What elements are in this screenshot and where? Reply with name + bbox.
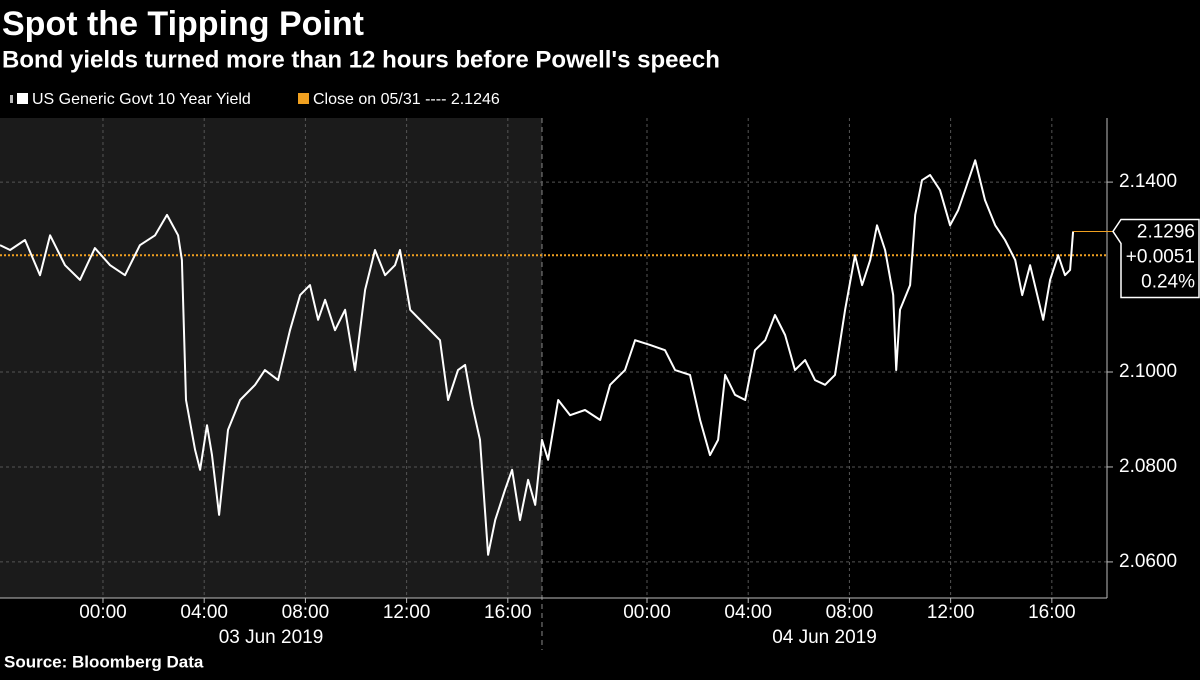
x-tick-label: 04:00 (724, 602, 772, 623)
chart-title: Spot the Tipping Point (2, 5, 364, 43)
x-tick-label: 04:00 (180, 602, 228, 623)
source: Source: Bloomberg Data (4, 652, 204, 671)
y-tick-label: 2.0800 (1119, 456, 1177, 477)
x-tick-label: 16:00 (484, 602, 532, 623)
x-group-label: 04 Jun 2019 (772, 627, 877, 648)
session-shade (0, 118, 542, 598)
legend-swatch (298, 93, 309, 104)
legend: US Generic Govt 10 Year Yield Close on 0… (10, 91, 500, 108)
y-tick-label: 2.0600 (1119, 551, 1177, 572)
x-group-label: 03 Jun 2019 (219, 627, 324, 648)
y-tick-label: 2.1000 (1119, 361, 1177, 382)
y-tick-label: 2.1400 (1119, 171, 1177, 192)
legend-tick (10, 95, 13, 103)
series-line (0, 159, 1075, 556)
x-tick-label: 00:00 (623, 602, 671, 623)
last-value: 2.1296 (1137, 221, 1195, 242)
x-tick-label: 12:00 (927, 602, 975, 623)
x-tick-label: 08:00 (282, 602, 330, 623)
x-tick-label: 12:00 (383, 602, 431, 623)
chart-subtitle: Bond yields turned more than 12 hours be… (2, 46, 720, 73)
last-change-pct: 0.24% (1141, 271, 1195, 292)
x-tick-label: 08:00 (826, 602, 874, 623)
legend-label: Close on 05/31 ---- 2.1246 (313, 91, 500, 108)
legend-label: US Generic Govt 10 Year Yield (32, 91, 251, 108)
legend-swatch (17, 93, 28, 104)
x-tick-label: 00:00 (79, 602, 127, 623)
last-value-box (1112, 218, 1200, 299)
last-change: +0.0051 (1126, 246, 1195, 267)
x-tick-label: 16:00 (1028, 602, 1076, 623)
